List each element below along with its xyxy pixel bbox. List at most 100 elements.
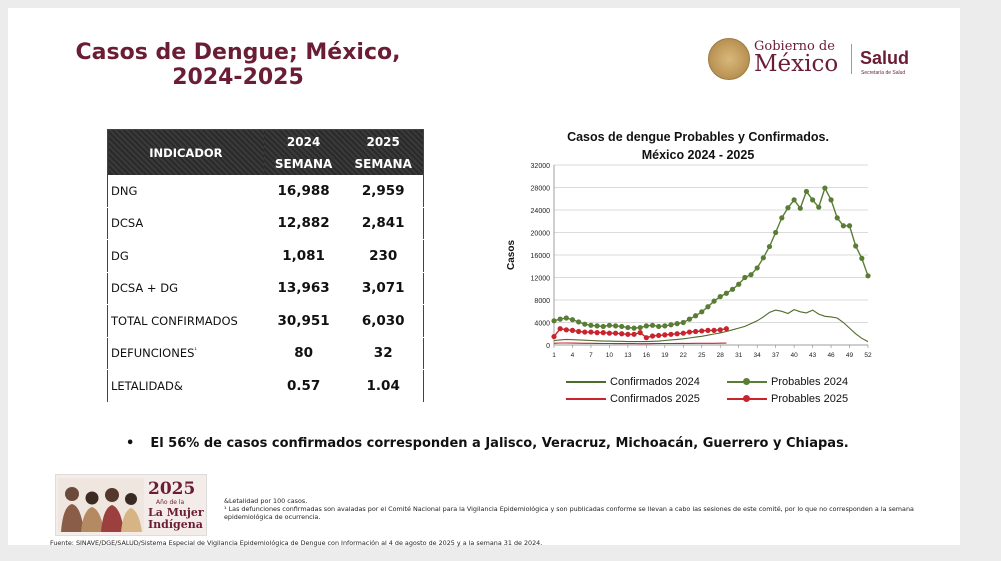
row-label-text: LETALIDAD& [111,378,183,393]
bullet-icon: • [126,436,135,451]
value-2025: 6,030 [343,304,424,338]
y-tick-label: 16000 [531,253,551,260]
header-2024-year: 2024 [286,134,321,149]
badge-line2: La Mujer [148,506,204,519]
badge-line1: Año de la [156,499,185,506]
legend-label: Confirmados 2025 [610,393,700,405]
data-point [594,323,600,329]
data-point [699,328,705,334]
data-point [680,330,686,336]
x-tick-label: 22 [680,352,688,359]
x-tick-label: 19 [661,352,669,359]
data-point [569,327,576,333]
table-row: DNG 16,988 2,959 [107,175,424,208]
table-row: LETALIDAD& 0.57 1.04 [107,369,424,403]
logo-secretaria-text: Secretaría de Salud [861,70,906,76]
chart-plot: 0 4000 8000 12000 16000 20000 24000 28000 32000 1… [506,163,872,359]
data-point [551,318,557,324]
data-point [631,325,637,331]
y-tick-label: 32000 [531,163,551,170]
data-point [797,205,803,211]
chart-title-line1: Casos de dengue Probables y Confirmados. [567,130,829,144]
data-point [600,330,606,336]
header-2024-semana: SEMANA [274,156,333,171]
data-point [822,185,828,191]
chart-legend: Confirmados 2024 Probables 2024 Confirma… [498,372,898,412]
source-note: Fuente: SINAVE/DGE/SALUD/Sistema Especia… [50,539,543,547]
header-2025-year: 2025 [366,134,400,149]
y-tick-label: 20000 [531,231,551,238]
data-point [588,322,594,328]
y-axis-label: Casos [506,240,517,270]
table-row: DCSA 12,882 2,841 [107,207,424,240]
data-point [711,298,717,304]
data-point [551,333,557,340]
x-tick-label: 43 [809,352,817,359]
data-point [656,332,662,339]
data-point [612,330,619,336]
footnote-letalidad: &Letalidad por 100 casos. [224,497,308,505]
data-point [606,322,613,328]
data-point [643,323,649,329]
data-point [637,324,643,331]
x-tick-label: 10 [606,352,614,359]
data-point [563,327,569,333]
data-point [662,323,668,329]
data-point [723,290,729,296]
data-point [791,197,797,203]
data-point [656,323,662,330]
value-2024: 1,081 [263,239,344,273]
row-label: DEFUNCIONES¹ [107,337,264,370]
data-point [625,324,631,331]
x-tick-label: 7 [589,352,593,359]
badge-year: 2025 [148,479,196,499]
table-row: DG 1,081 230 [107,239,424,273]
data-point [705,327,711,333]
row-label-text: DG [111,248,129,263]
logo-gobierno-text: Gobierno de [754,39,835,54]
data-point [760,255,766,261]
table-row: DCSA + DG 13,963 3,071 [107,272,424,305]
series-line-confirmados-2025 [553,342,727,345]
data-point [668,322,674,328]
value-2024: 16,988 [263,175,344,208]
data-point [717,294,723,300]
legend-label: Probables 2025 [771,393,849,405]
row-label-text: DNG [111,183,138,198]
data-point [773,229,779,236]
data-point [723,326,729,332]
data-point [557,316,563,322]
page-title-line1: Casos de Dengue; México, [75,40,401,65]
data-point [736,281,742,287]
data-point [557,326,563,332]
data-point [840,223,846,229]
dengue-chart: Casos de dengue Probables y Confirmados.… [498,126,898,416]
data-point [785,205,791,211]
footnotes: &Letalidad por 100 casos. ¹ Las defuncio… [224,497,934,521]
data-point [576,319,582,325]
x-tick-label: 1 [552,352,556,359]
data-point [742,274,748,281]
data-point [766,243,773,250]
data-point [705,304,711,310]
x-tick-label: 31 [735,352,743,359]
value-2024: 30,951 [263,304,344,338]
data-point [686,316,693,322]
row-label-text: DCSA [111,216,144,231]
data-point [563,315,569,321]
header-indicador: INDICADOR [107,129,264,175]
table-row: DEFUNCIONES¹ 80 32 [107,337,424,370]
data-point [693,328,699,335]
row-label: TOTAL CONFIRMADOS [107,304,264,338]
data-point [699,309,705,315]
data-point [865,273,871,279]
table-row: TOTAL CONFIRMADOS 30,951 6,030 [107,304,424,338]
value-2025: 230 [343,239,424,273]
data-point [846,223,853,229]
slide: Casos de Dengue; México, 2024-2025 Gobie… [8,8,960,547]
data-point [803,188,810,195]
legend-label: Confirmados 2024 [610,376,700,388]
data-point [809,197,816,203]
row-label-text: DCSA + DG [111,281,178,296]
x-tick-label: 34 [754,352,762,359]
